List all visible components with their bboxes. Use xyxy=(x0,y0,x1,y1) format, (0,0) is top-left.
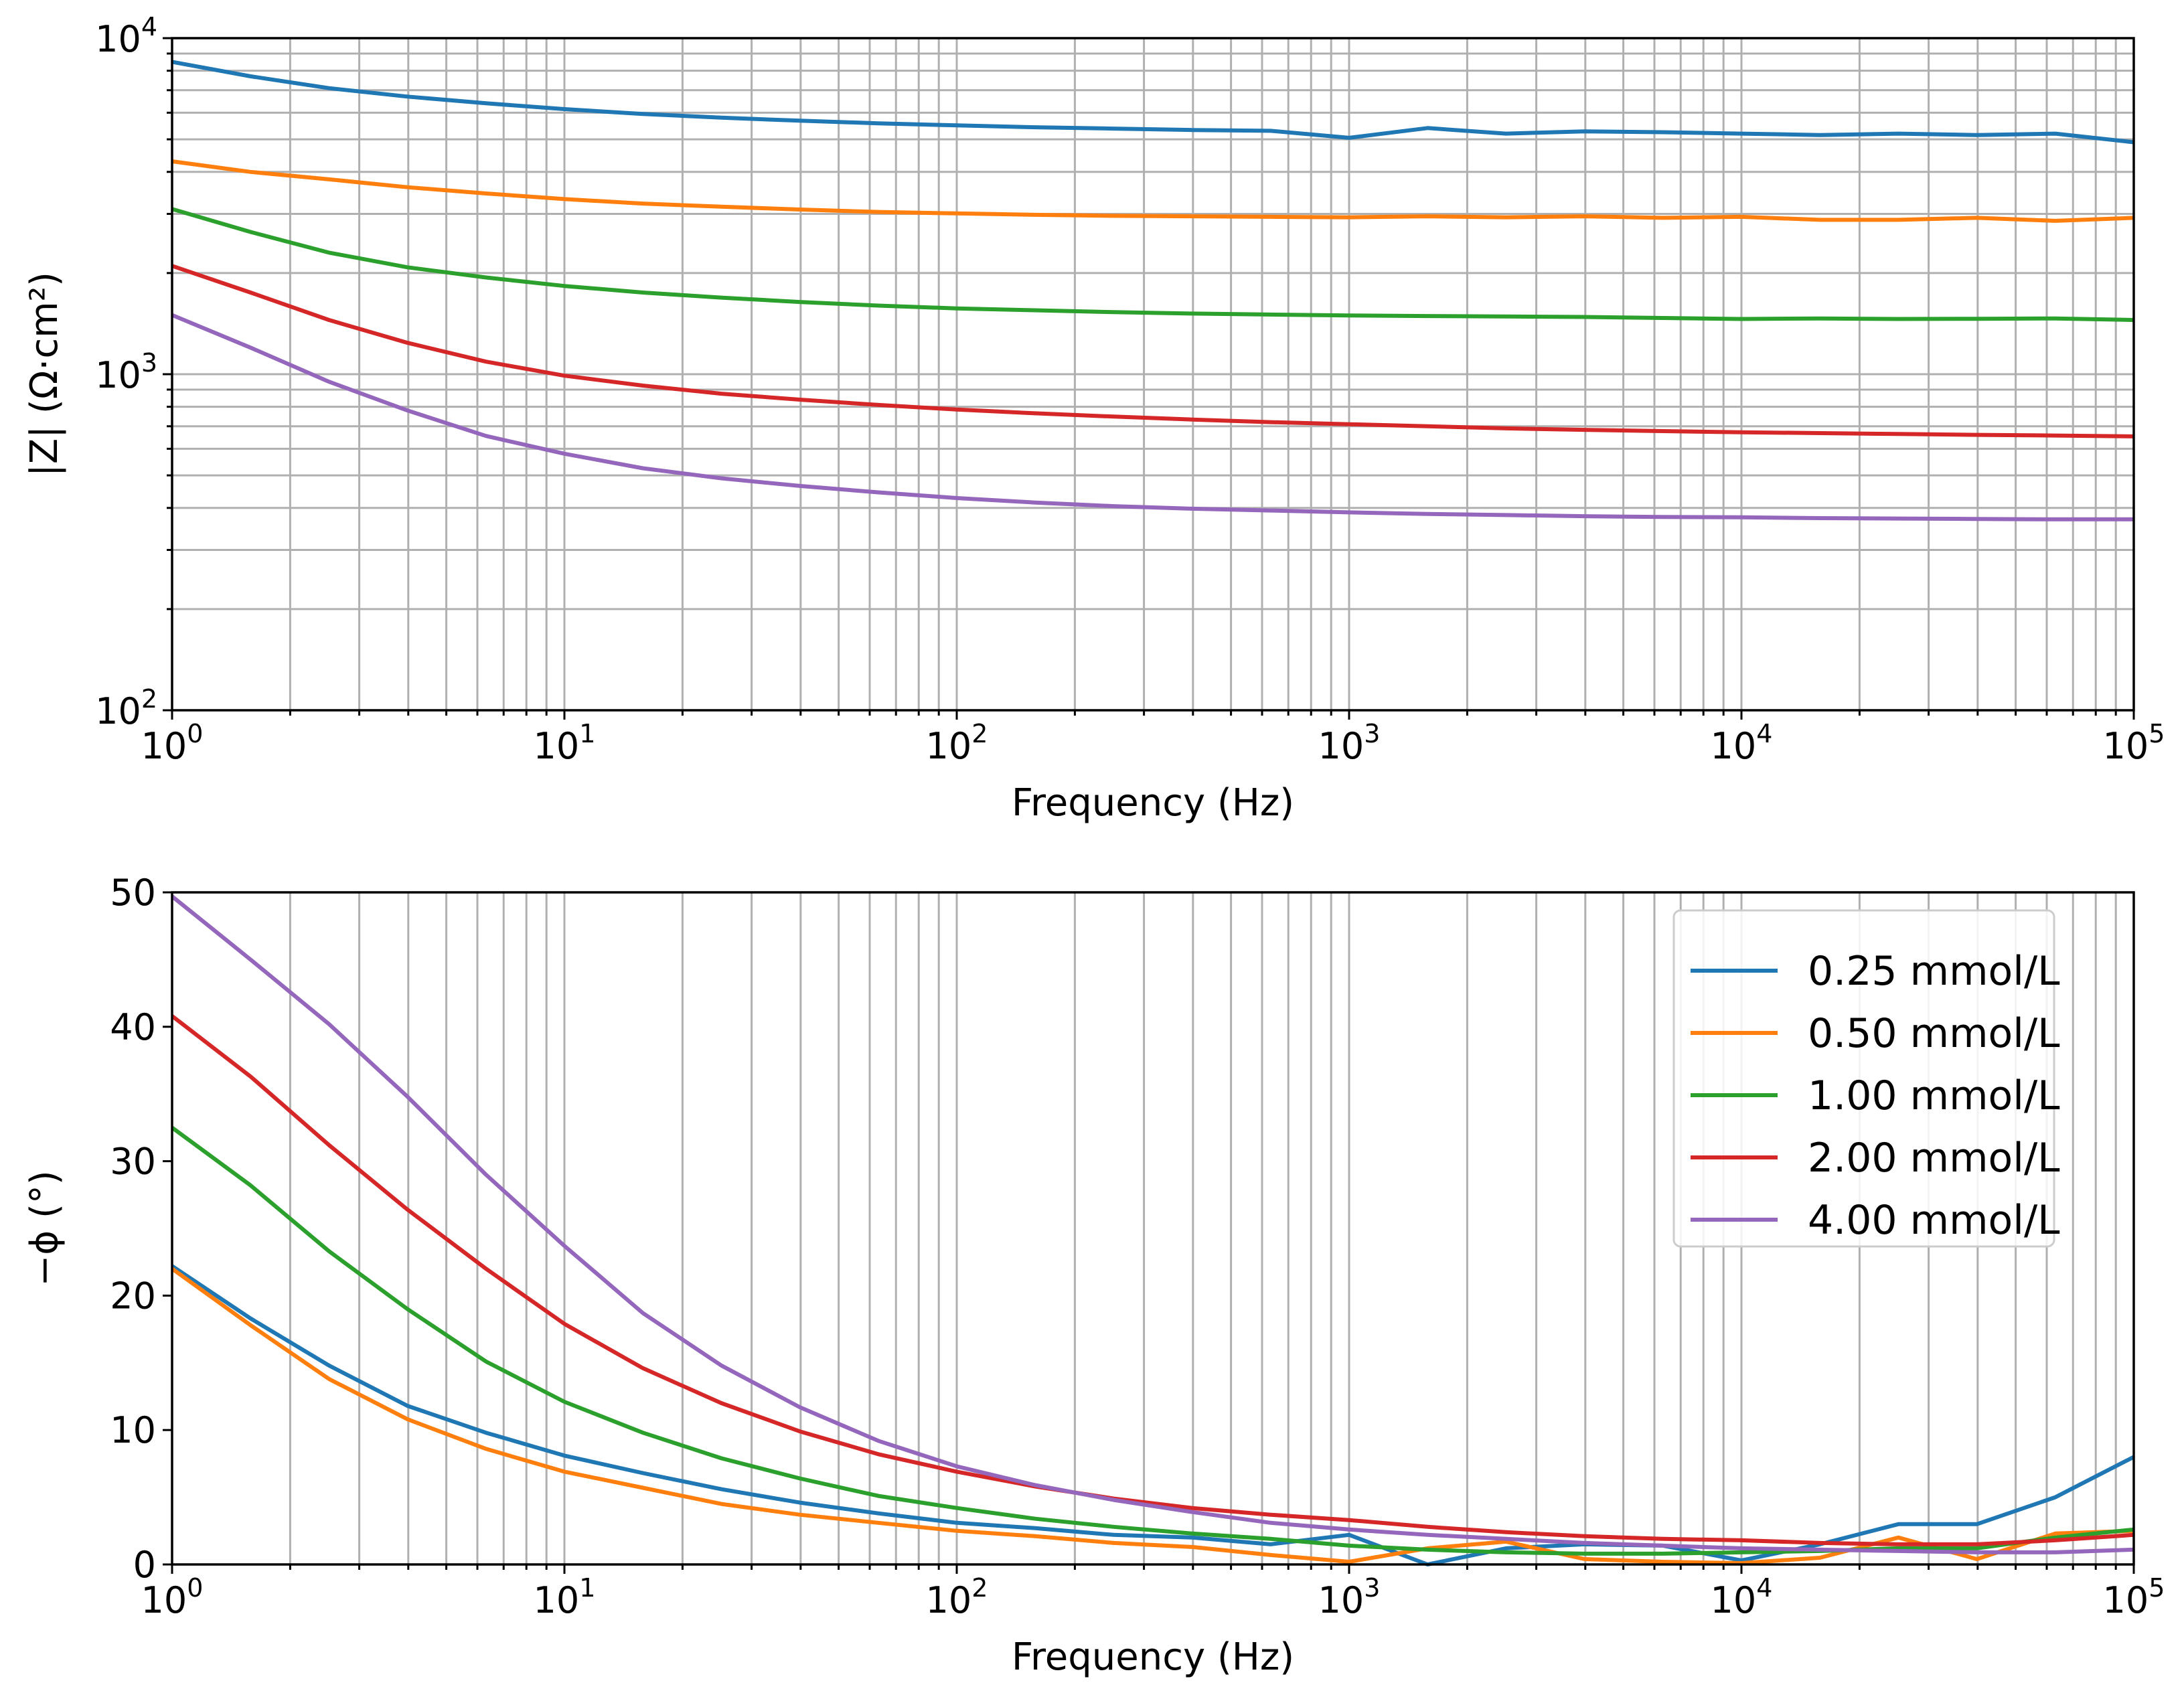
series-line-0-25-mmol-l xyxy=(171,1264,2135,1566)
series-line-2-00-mmol-l xyxy=(171,264,2134,438)
legend-label: 2.00 mmol/L xyxy=(1808,1135,2060,1182)
x-tick-label: 102 xyxy=(926,1573,988,1621)
series-line-4-00-mmol-l xyxy=(171,313,2134,521)
series-line-0-50-mmol-l xyxy=(171,1267,2134,1565)
x-tick-label: 104 xyxy=(1711,1573,1773,1621)
legend-label: 0.50 mmol/L xyxy=(1808,1010,2060,1057)
plot-2: 100 101 102 103 104 105 0 10 20 30 40 50 Frequency (… xyxy=(23,872,2165,1679)
legend-label: 1.00 mmol/L xyxy=(1808,1072,2060,1119)
x-tick-label: 105 xyxy=(2103,719,2165,767)
y-tick-label: 104 xyxy=(95,12,157,60)
series-line-0-25-mmol-l xyxy=(171,60,2134,145)
y-axis-label: −ϕ (°) xyxy=(23,1170,66,1286)
x-tick-label: 105 xyxy=(2103,1573,2165,1621)
y-tick-label: 50 xyxy=(110,872,156,914)
legend-label: 4.00 mmol/L xyxy=(1808,1197,2060,1244)
legend-label: 0.25 mmol/L xyxy=(1808,948,2060,995)
plot-1: 100 101 102 103 104 105 102 103 104 Frequency (Hz… xyxy=(23,12,2165,825)
axes-frame xyxy=(171,37,2135,712)
x-tick-label: 104 xyxy=(1711,719,1773,767)
x-tick-label: 102 xyxy=(926,719,988,767)
x-tick-label: 101 xyxy=(534,1573,596,1621)
x-tick-label: 100 xyxy=(141,1573,204,1621)
y-tick-label: 103 xyxy=(95,348,157,396)
series-line-2-00-mmol-l xyxy=(171,1014,2134,1546)
x-tick-label: 100 xyxy=(141,719,204,767)
grid xyxy=(163,37,2135,720)
series-line-0-50-mmol-l xyxy=(171,159,2134,223)
x-tick-label: 101 xyxy=(534,719,596,767)
x-tick-label: 103 xyxy=(1318,1573,1381,1621)
y-tick-label: 40 xyxy=(110,1006,156,1048)
y-axis-label: |Z| (Ω·cm²) xyxy=(23,272,66,477)
axes-frame xyxy=(171,891,2135,1566)
y-tick-label: 102 xyxy=(95,684,157,732)
x-axis-label: Frequency (Hz) xyxy=(1012,781,1294,825)
y-tick-label: 0 xyxy=(133,1544,156,1586)
series-group xyxy=(171,894,2135,1566)
legend-box xyxy=(1672,909,2055,1248)
x-tick-label: 103 xyxy=(1318,719,1381,767)
legend: 0.25 mmol/L 0.50 mmol/L 1.00 mmol/L 2.00 mm… xyxy=(1672,909,2060,1248)
y-tick-label: 30 xyxy=(110,1141,156,1183)
series-line-1-00-mmol-l xyxy=(171,207,2134,322)
x-axis-label: Frequency (Hz) xyxy=(1012,1635,1294,1679)
series-line-4-00-mmol-l xyxy=(171,894,2134,1554)
y-tick-label: 10 xyxy=(110,1409,156,1451)
series-group xyxy=(171,60,2134,521)
y-tick-label: 20 xyxy=(110,1275,156,1317)
